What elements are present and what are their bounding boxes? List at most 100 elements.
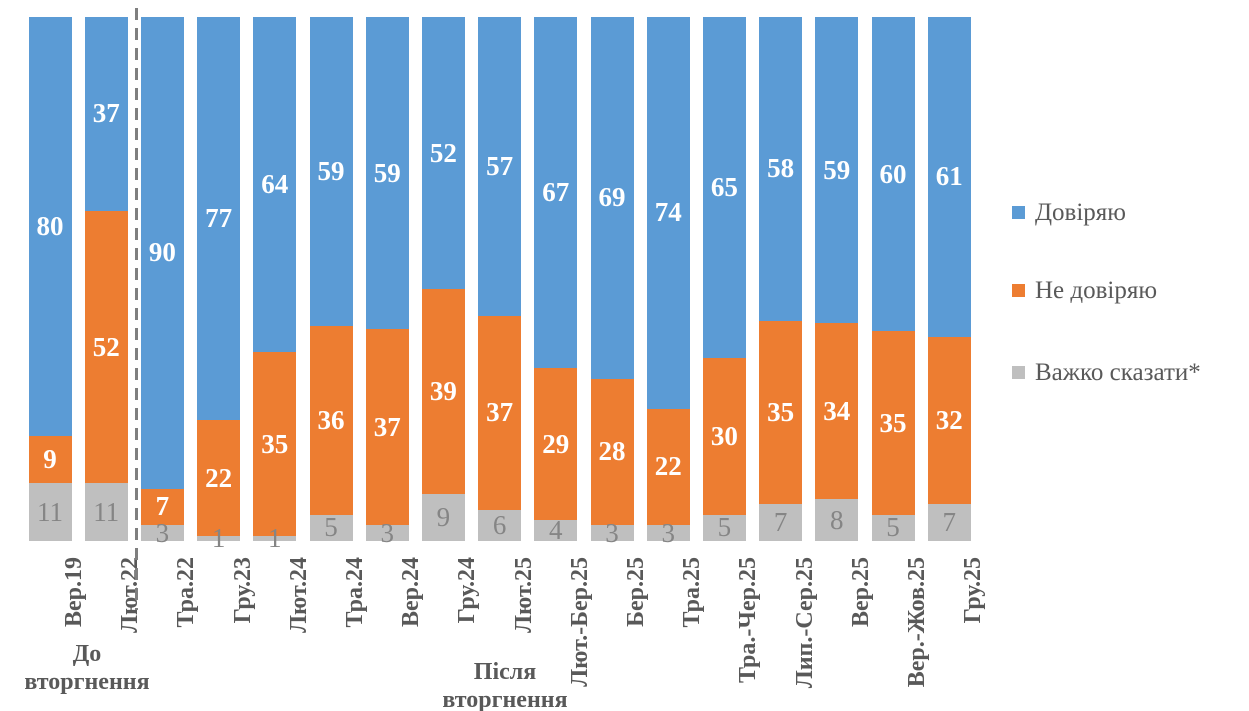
segment-hard-to-say: 1 — [197, 524, 241, 551]
segment-trust: 59 — [309, 17, 353, 327]
bar-Вер.19: 80 9 11 — [28, 17, 72, 541]
value-label-hard-to-say: 3 — [605, 517, 619, 548]
bar-Вер.24: 59 37 3 — [365, 17, 409, 546]
value-label-distrust: 37 — [486, 397, 514, 428]
x-axis-label: Гру.25 — [960, 557, 987, 624]
segment-trust: 61 — [927, 17, 971, 337]
segment-distrust: 37 — [365, 329, 409, 526]
segment-distrust: 7 — [140, 488, 184, 526]
segment-hard-to-say: 11 — [84, 483, 128, 541]
value-label-distrust: 35 — [261, 428, 289, 459]
value-label-trust: 59 — [317, 156, 345, 187]
segment-trust: 52 — [421, 17, 465, 290]
value-label-hard-to-say: 1 — [211, 522, 226, 553]
group-label-after-invasion: Після вторгнення — [442, 659, 568, 711]
segment-hard-to-say: 8 — [815, 499, 859, 541]
value-label-trust: 77 — [205, 203, 233, 234]
value-label-distrust: 36 — [317, 404, 345, 435]
x-axis-label: Тра.24 — [342, 557, 368, 628]
value-label-trust: 59 — [373, 157, 401, 188]
value-label-hard-to-say: 7 — [773, 507, 788, 538]
segment-distrust: 35 — [759, 320, 803, 505]
value-label-trust: 37 — [92, 98, 120, 129]
legend-label-trust: Довіряю — [1035, 198, 1126, 226]
x-axis-label: Лют.24 — [285, 557, 312, 633]
value-label-distrust: 52 — [92, 331, 120, 362]
bar-Тра.25: 74 22 3 — [646, 17, 690, 546]
segment-trust: 59 — [815, 17, 859, 324]
segment-hard-to-say: 9 — [421, 493, 465, 541]
segment-distrust: 30 — [702, 357, 746, 515]
value-label-distrust: 32 — [935, 404, 963, 435]
x-axis-label: Бер.25 — [623, 557, 649, 627]
bar-Гру.23: 77 22 1 — [197, 17, 241, 551]
value-label-trust: 90 — [148, 237, 176, 268]
segment-distrust: 29 — [534, 368, 578, 521]
value-label-trust: 67 — [542, 177, 570, 208]
segment-hard-to-say: 5 — [702, 514, 746, 541]
segment-trust: 80 — [28, 17, 72, 437]
bar-Тра.-Чер.25: 65 30 5 — [702, 17, 746, 541]
segment-trust: 65 — [702, 17, 746, 358]
legend-item-distrust: Не довіряю — [1012, 275, 1157, 305]
value-label-distrust: 37 — [373, 411, 401, 442]
segment-hard-to-say: 4 — [534, 515, 578, 546]
segment-distrust: 9 — [28, 436, 72, 484]
value-label-hard-to-say: 5 — [324, 512, 338, 543]
value-label-trust: 69 — [598, 182, 626, 213]
value-label-hard-to-say: 1 — [268, 522, 282, 553]
x-axis-label: Лип.-Сер.25 — [791, 557, 818, 689]
segment-distrust: 37 — [478, 315, 522, 510]
segment-hard-to-say: 3 — [140, 519, 184, 546]
x-axis-label: Вер.25 — [847, 557, 874, 628]
value-label-distrust: 34 — [823, 395, 851, 426]
value-label-hard-to-say: 9 — [436, 501, 451, 532]
legend-swatch-distrust-icon — [1012, 283, 1025, 297]
segment-distrust: 32 — [927, 336, 971, 505]
segment-hard-to-say: 7 — [927, 504, 971, 541]
segment-trust: 69 — [590, 17, 634, 379]
value-label-trust: 58 — [767, 153, 795, 184]
segment-trust: 59 — [365, 17, 409, 330]
segment-hard-to-say: 1 — [253, 524, 297, 551]
group-label-before-invasion: До вторгнення — [24, 641, 150, 695]
legend-label-hard-to-say: Важко сказати* — [1035, 358, 1201, 386]
segment-hard-to-say: 3 — [590, 519, 634, 546]
bar-Гру.25: 61 32 7 — [927, 17, 971, 541]
segment-trust: 67 — [534, 17, 578, 369]
segment-distrust: 22 — [197, 420, 241, 536]
value-label-hard-to-say: 3 — [661, 517, 675, 548]
value-label-distrust: 35 — [767, 397, 795, 428]
value-label-trust: 52 — [429, 137, 457, 168]
segment-hard-to-say: 7 — [759, 504, 803, 541]
legend-item-trust: Довіряю — [1012, 197, 1126, 227]
x-axis-label: Тра.22 — [173, 557, 200, 628]
value-label-hard-to-say: 5 — [886, 512, 900, 543]
segment-trust: 64 — [253, 17, 297, 353]
bar-Лют.-Бер.25: 67 29 4 — [534, 17, 578, 546]
value-label-trust: 59 — [823, 154, 851, 185]
value-label-hard-to-say: 4 — [549, 515, 563, 546]
segment-trust: 74 — [646, 17, 690, 409]
bar-Лют.22: 37 52 11 — [84, 17, 128, 541]
value-label-distrust: 9 — [43, 444, 57, 475]
segment-distrust: 35 — [253, 352, 297, 536]
legend-swatch-trust-icon — [1012, 205, 1025, 219]
x-axis-label: Тра.25 — [679, 557, 706, 628]
x-axis-label: Гру.23 — [229, 557, 256, 624]
segment-trust: 57 — [478, 17, 522, 316]
value-label-distrust: 39 — [429, 376, 457, 407]
value-label-distrust: 35 — [879, 407, 907, 438]
value-label-trust: 80 — [36, 211, 64, 242]
value-label-hard-to-say: 6 — [492, 509, 507, 540]
bar-Вер.25: 59 34 8 — [815, 17, 859, 541]
segment-distrust: 34 — [815, 323, 859, 500]
segment-distrust: 52 — [84, 210, 128, 484]
value-label-hard-to-say: 3 — [155, 517, 170, 548]
bar-Лют.24: 64 35 1 — [253, 17, 297, 551]
segment-trust: 37 — [84, 17, 128, 211]
value-label-hard-to-say: 11 — [37, 496, 63, 527]
value-label-distrust: 7 — [155, 491, 170, 522]
invasion-divider-line — [135, 8, 138, 610]
